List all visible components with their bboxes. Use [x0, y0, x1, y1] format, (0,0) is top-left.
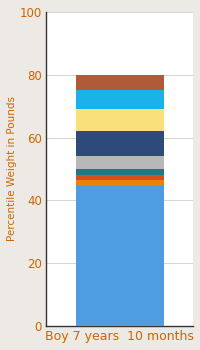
- Bar: [76, 169, 164, 175]
- Bar: [76, 90, 164, 109]
- Bar: [76, 75, 164, 90]
- Bar: [76, 131, 164, 156]
- Bar: [76, 175, 164, 180]
- Bar: [76, 156, 164, 169]
- Bar: [76, 180, 164, 184]
- Bar: [76, 109, 164, 131]
- Bar: [76, 184, 164, 326]
- Y-axis label: Percentile Weight in Pounds: Percentile Weight in Pounds: [7, 96, 17, 242]
